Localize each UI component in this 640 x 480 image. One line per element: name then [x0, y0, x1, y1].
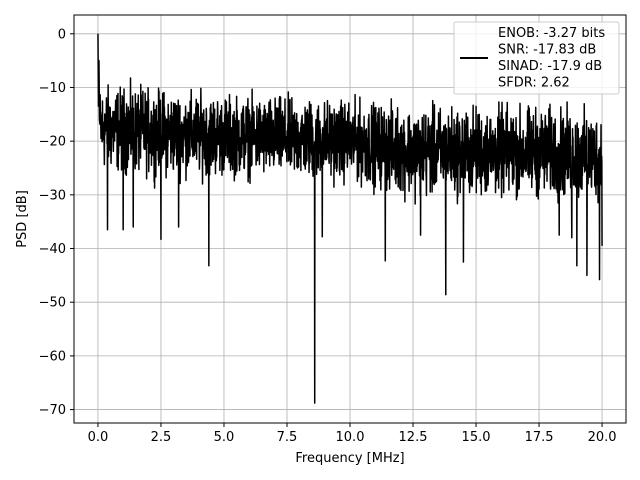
y-tick-label: −30: [39, 188, 66, 203]
legend-line: SFDR: 2.62: [498, 76, 570, 91]
x-axis-label: Frequency [MHz]: [295, 451, 404, 466]
x-tick-label: 12.5: [399, 430, 428, 445]
y-tick-label: −20: [39, 135, 66, 150]
legend-line: ENOB: -3.27 bits: [498, 26, 605, 41]
y-tick-label: −10: [39, 81, 66, 96]
y-tick-label: −40: [39, 242, 66, 257]
x-tick-label: 5.0: [214, 430, 235, 445]
x-tick-label: 15.0: [462, 430, 491, 445]
legend-entry: ENOB: -3.27 bits SNR: -17.83 dB SINAD: -17…: [498, 26, 605, 91]
legend-box: [453, 21, 620, 95]
x-tick-label: 0.0: [88, 430, 109, 445]
legend-line: SNR: -17.83 dB: [498, 43, 596, 58]
legend-line: SINAD: -17.9 dB: [498, 59, 602, 74]
legend: ENOB: -3.27 bits SNR: -17.83 dB SINAD: -17…: [453, 21, 620, 95]
y-tick-label: 0: [58, 27, 66, 42]
y-axis-label: PSD [dB]: [15, 190, 30, 248]
y-tick-label: −50: [39, 296, 66, 311]
x-tick-label: 20.0: [588, 430, 617, 445]
y-tick-label: −60: [39, 349, 66, 364]
psd-series-line: [97, 33, 603, 404]
x-tick-label: 17.5: [525, 430, 554, 445]
tick-layer: 0.0 2.5 5.0 7.5 10.0 12.5 15.0 17.5 20.0 0 −10 −20 −…: [39, 27, 617, 445]
plot-layer: [97, 33, 603, 404]
x-tick-label: 10.0: [336, 430, 365, 445]
y-tick-label: −70: [39, 403, 66, 418]
x-tick-label: 2.5: [151, 430, 172, 445]
x-tick-label: 7.5: [277, 430, 298, 445]
